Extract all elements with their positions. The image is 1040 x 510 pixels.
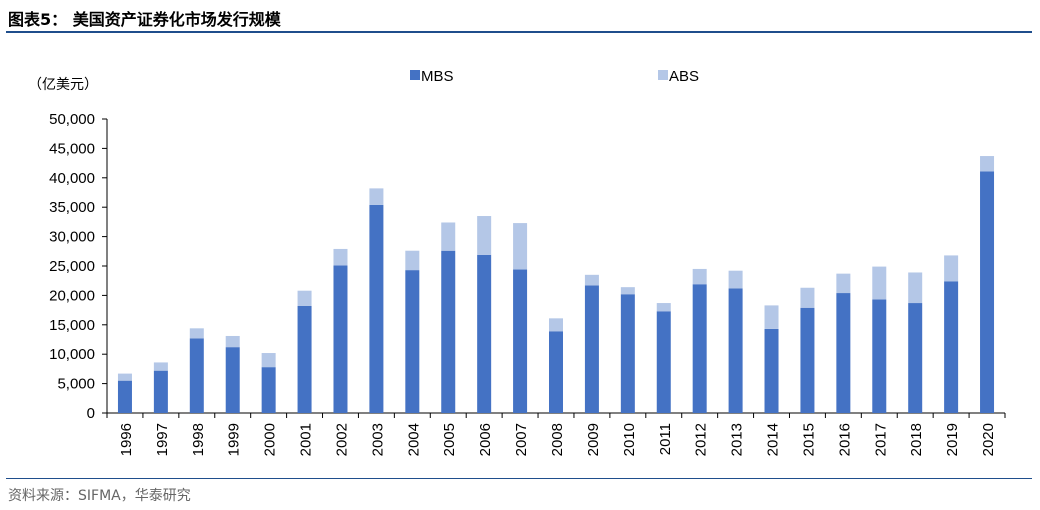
- source-note: 资料来源：SIFMA，华泰研究: [8, 488, 191, 504]
- bar-mbs-2011: [656, 311, 671, 413]
- bar-mbs-2008: [549, 331, 563, 413]
- x-tick-label: 2006: [477, 423, 494, 456]
- bar-abs-1997: [153, 362, 168, 371]
- bar-abs-1998: [189, 328, 204, 339]
- x-tick-label: 2020: [980, 423, 997, 456]
- source-divider: [6, 478, 1032, 479]
- bar-mbs-1997: [153, 370, 168, 413]
- bar-abs-2013: [728, 270, 743, 289]
- legend-swatch-mbs: [410, 70, 420, 80]
- bar-abs-2010: [620, 287, 635, 295]
- bar-abs-2007: [513, 223, 528, 270]
- bar-mbs-2017: [872, 299, 887, 413]
- bar-abs-2000: [261, 353, 276, 368]
- bar-mbs-2020: [980, 171, 995, 413]
- bar-abs-2004: [405, 250, 420, 271]
- x-tick-label: 2009: [585, 423, 602, 456]
- bar-mbs-2009: [584, 285, 599, 413]
- bar-abs-2008: [549, 318, 563, 332]
- x-tick-label: 2001: [298, 423, 315, 456]
- y-axis-unit-label: （亿美元）: [28, 77, 98, 93]
- x-tick-label: 2005: [441, 423, 458, 456]
- bar-abs-2016: [836, 273, 851, 294]
- bar-mbs-2015: [800, 307, 815, 413]
- bar-mbs-2007: [513, 269, 528, 413]
- bar-mbs-2001: [297, 305, 312, 413]
- x-tick-label: 1999: [226, 423, 243, 456]
- bar-abs-2017: [872, 266, 887, 300]
- x-tick-label: 2010: [621, 423, 638, 456]
- x-tick-label: 2015: [800, 423, 817, 456]
- y-tick-label: 50,000: [49, 111, 95, 128]
- x-tick-label: 2018: [908, 423, 925, 456]
- x-tick-label: 2003: [369, 423, 386, 456]
- bar-abs-2006: [477, 216, 492, 255]
- y-tick-label: 35,000: [49, 199, 95, 216]
- bar-mbs-2019: [944, 281, 959, 413]
- bar-abs-1999: [225, 335, 240, 348]
- legend-label-mbs: MBS: [421, 68, 454, 85]
- y-tick-label: 15,000: [49, 317, 95, 334]
- bar-mbs-2004: [405, 270, 420, 413]
- bar-mbs-2012: [692, 284, 707, 413]
- x-tick-label: 2002: [333, 423, 350, 456]
- bar-mbs-2005: [441, 250, 456, 413]
- bar-mbs-2014: [764, 328, 779, 413]
- bar-mbs-1996: [117, 380, 132, 413]
- bar-abs-1996: [117, 373, 132, 381]
- bar-mbs-1998: [189, 338, 204, 413]
- bar-abs-2014: [764, 305, 779, 329]
- bar-mbs-2016: [836, 293, 851, 413]
- title-divider: [6, 31, 1032, 33]
- x-tick-label: 2000: [262, 423, 279, 456]
- x-tick-label: 2007: [513, 423, 530, 456]
- y-tick-label: 5,000: [57, 376, 95, 393]
- y-tick-label: 0: [87, 405, 95, 422]
- y-tick-label: 30,000: [49, 229, 95, 246]
- bar-abs-2012: [692, 268, 707, 285]
- bar-mbs-2006: [477, 254, 492, 413]
- x-tick-label: 2014: [765, 423, 782, 456]
- bar-abs-2005: [441, 222, 456, 251]
- legend-label-abs: ABS: [669, 68, 699, 85]
- bar-mbs-2013: [728, 288, 743, 413]
- bar-abs-2003: [369, 188, 384, 205]
- x-tick-label: 2019: [944, 423, 961, 456]
- bar-mbs-2000: [261, 367, 276, 413]
- bar-abs-2015: [800, 287, 815, 308]
- x-tick-label: 1998: [190, 423, 207, 456]
- x-tick-label: 2011: [657, 423, 674, 455]
- bar-mbs-2002: [333, 265, 348, 413]
- bar-mbs-1999: [225, 347, 240, 413]
- y-tick-label: 25,000: [49, 258, 95, 275]
- y-tick-label: 40,000: [49, 170, 95, 187]
- bar-mbs-2010: [620, 294, 635, 413]
- bar-abs-2002: [333, 248, 348, 266]
- y-tick-label: 45,000: [49, 140, 95, 157]
- x-tick-label: 1996: [118, 423, 135, 456]
- x-tick-label: 1997: [154, 423, 171, 456]
- chart-title: 图表5： 美国资产证券化市场发行规模: [8, 10, 281, 29]
- bar-abs-2011: [656, 303, 671, 312]
- x-tick-label: 2013: [729, 423, 746, 456]
- x-tick-label: 2004: [405, 423, 422, 456]
- x-tick-label: 2008: [549, 423, 566, 456]
- x-tick-label: 2012: [693, 423, 710, 456]
- bar-abs-2020: [980, 156, 995, 172]
- bar-mbs-2003: [369, 204, 384, 413]
- bar-abs-2001: [297, 290, 312, 306]
- bar-abs-2018: [908, 272, 923, 304]
- y-tick-label: 20,000: [49, 287, 95, 304]
- legend-swatch-abs: [658, 70, 668, 80]
- x-tick-label: 2017: [872, 423, 889, 456]
- x-tick-label: 2016: [836, 423, 853, 456]
- y-tick-label: 10,000: [49, 346, 95, 363]
- bar-mbs-2018: [908, 303, 923, 413]
- bar-abs-2019: [944, 255, 959, 282]
- bar-abs-2009: [584, 274, 599, 286]
